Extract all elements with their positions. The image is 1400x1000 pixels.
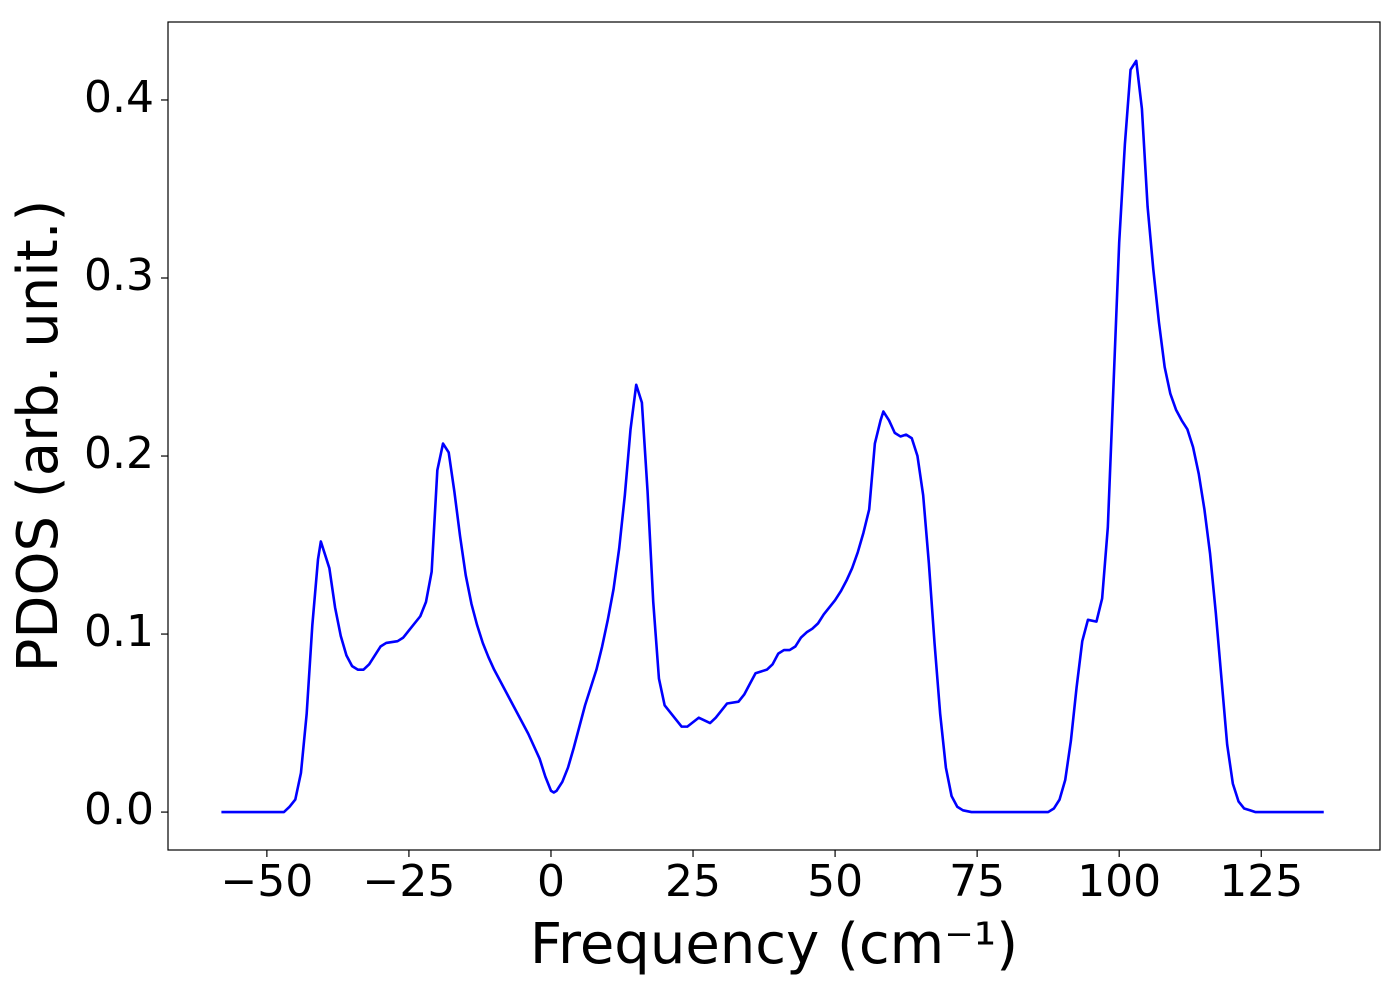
y-axis-label: PDOS (arb. unit.)	[6, 200, 71, 673]
y-tick-label: 0.3	[84, 250, 154, 301]
x-tick-label: −50	[220, 856, 313, 907]
x-tick-label: 75	[949, 856, 1005, 907]
line-series	[221, 59, 1324, 814]
y-tick-label: 0.1	[84, 606, 154, 657]
y-tick-label: 0.0	[84, 784, 154, 835]
y-tick-label: 0.4	[84, 72, 154, 123]
x-tick-label: 0	[537, 856, 565, 907]
x-tick-label: 50	[807, 856, 863, 907]
y-tick-label: 0.2	[84, 428, 154, 479]
x-tick-label: −25	[362, 856, 455, 907]
plot-frame	[167, 21, 1381, 851]
x-tick-label: 125	[1219, 856, 1303, 907]
x-axis-label: Frequency (cm⁻¹)	[530, 912, 1018, 977]
x-tick-label: 25	[665, 856, 721, 907]
x-tick-label: 100	[1077, 856, 1161, 907]
